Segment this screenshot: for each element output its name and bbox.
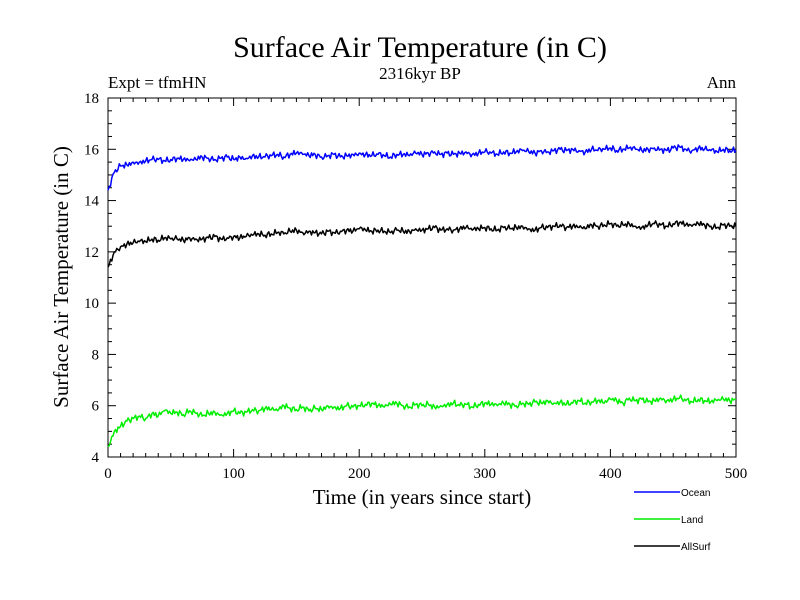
- legend-label-allsurf: AllSurf: [681, 542, 711, 553]
- legend-label-land: Land: [681, 515, 703, 526]
- x-tick-label: 300: [474, 466, 497, 482]
- x-tick-label: 400: [599, 466, 622, 482]
- y-tick-label: 10: [84, 296, 99, 312]
- axis-ticks: [107, 97, 737, 458]
- chart-title: Surface Air Temperature (in C): [233, 31, 607, 64]
- x-tick-label: 500: [725, 466, 748, 482]
- x-tick-label: 200: [348, 466, 371, 482]
- chart-subtitle: 2316kyr BP: [379, 64, 461, 83]
- y-tick-label: 4: [92, 450, 100, 466]
- series-line-allsurf: [107, 220, 737, 268]
- series-line-ocean: [107, 144, 737, 191]
- y-tick-label: 8: [92, 347, 100, 363]
- experiment-label: Expt = tfmHN: [108, 73, 206, 92]
- x-tick-label: 0: [104, 466, 112, 482]
- y-tick-label: 18: [84, 91, 99, 107]
- y-axis-label: Surface Air Temperature (in C): [49, 146, 73, 408]
- y-tick-label: 14: [84, 194, 100, 210]
- series-line-land: [107, 394, 736, 448]
- x-axis-label: Time (in years since start): [313, 485, 532, 509]
- series-lines: [107, 144, 737, 448]
- x-tick-label: 100: [222, 466, 245, 482]
- y-tick-label: 6: [92, 399, 100, 415]
- y-tick-label: 12: [84, 245, 99, 261]
- y-tick-label: 16: [84, 142, 100, 158]
- legend: Ocean Land AllSurf: [634, 488, 711, 553]
- legend-label-ocean: Ocean: [681, 488, 710, 499]
- x-tick-labels: 0 100 200 300 400 500: [104, 466, 747, 482]
- season-label: Ann: [707, 73, 737, 92]
- y-tick-labels: 4 6 8 10 12 14 16 18: [84, 91, 100, 466]
